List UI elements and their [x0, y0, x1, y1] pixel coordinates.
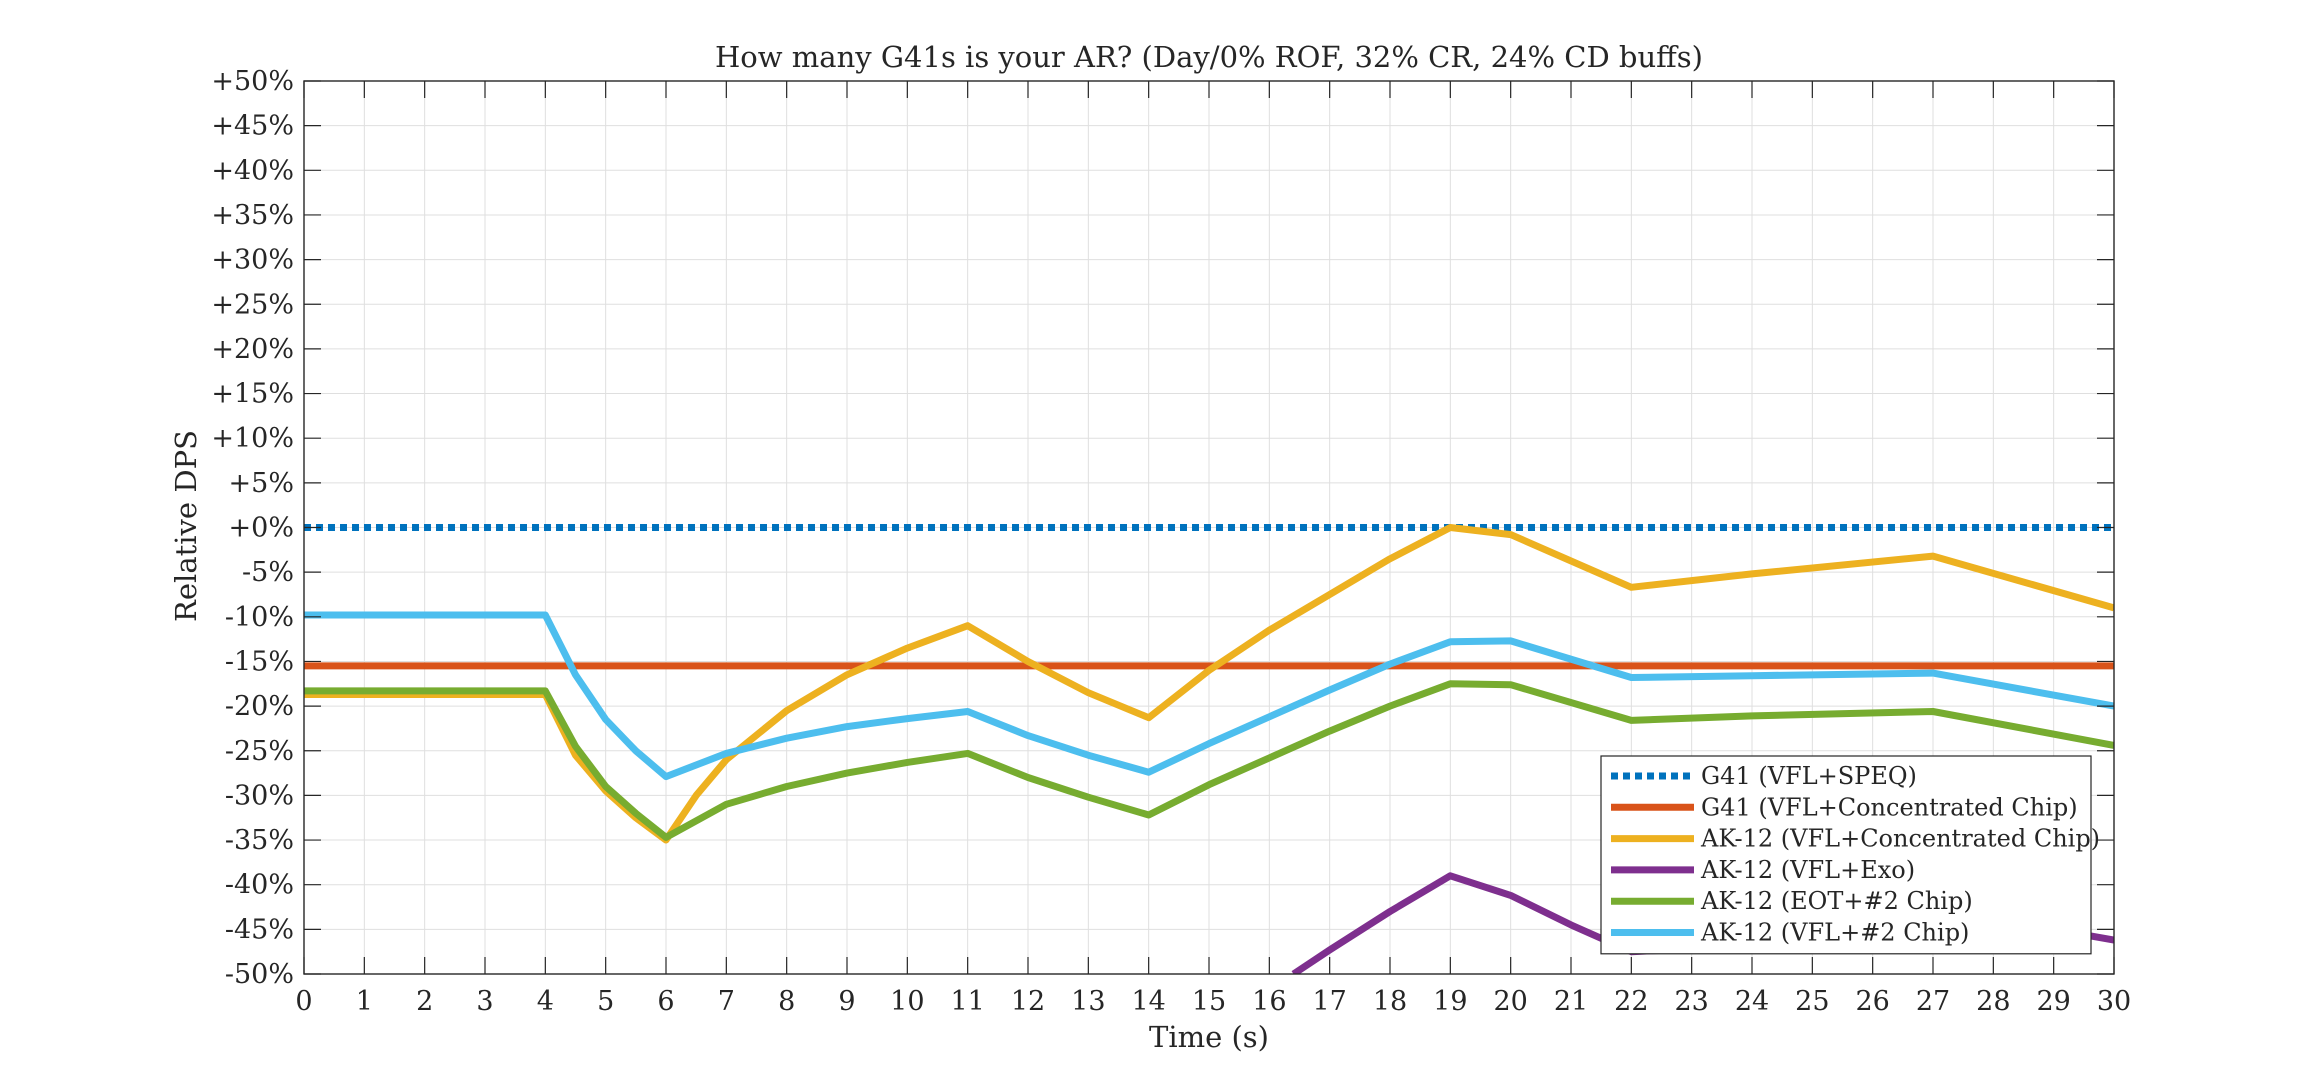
axes [303, 80, 2115, 975]
y-tick-label: -5% [242, 557, 294, 588]
x-tick-label: 14 [1131, 986, 1165, 1017]
x-tick-label: 19 [1433, 986, 1467, 1017]
x-tick-label: 24 [1735, 986, 1769, 1017]
y-tick-label: +45% [211, 111, 294, 142]
y-tick-label: -50% [225, 959, 294, 990]
x-tick-label: 9 [838, 986, 855, 1017]
x-tick-label: 22 [1614, 986, 1648, 1017]
y-tick-label: +25% [211, 289, 294, 320]
x-tick-label: 8 [778, 986, 795, 1017]
series-line-6 [304, 611, 2114, 781]
y-tick-label: -10% [225, 602, 294, 633]
x-tick-label: 0 [295, 986, 312, 1017]
tick-labels: 0 1 2 3 4 5 6 7 8 9 10 11 12 13 14 15 16 17 18 19 20 21 22 23 24… [211, 66, 2131, 1017]
x-tick-label: 6 [657, 986, 674, 1017]
x-tick-label: 11 [950, 986, 984, 1017]
x-tick-label: 13 [1071, 986, 1105, 1017]
x-tick-label: 2 [416, 986, 433, 1017]
y-tick-label: +15% [211, 379, 294, 410]
x-tick-label: 29 [2036, 986, 2070, 1017]
x-tick-label: 21 [1554, 986, 1588, 1017]
y-tick-label: +5% [229, 468, 294, 499]
x-tick-label: 30 [2097, 986, 2131, 1017]
legend-label-3: AK-12 (VFL+Concentrated Chip) [1700, 825, 2100, 853]
y-tick-label: -45% [225, 914, 294, 945]
y-tick-label: +40% [211, 155, 294, 186]
y-tick-label: -25% [225, 736, 294, 767]
y-tick-label: +20% [211, 334, 294, 365]
x-tick-label: 12 [1011, 986, 1045, 1017]
legend-label-2: G41 (VFL+Concentrated Chip) [1701, 793, 2078, 821]
y-tick-label: -30% [225, 780, 294, 811]
legend-box [1600, 755, 2092, 955]
y-tick-label: -20% [225, 691, 294, 722]
x-tick-label: 26 [1855, 986, 1889, 1017]
x-tick-label: 25 [1795, 986, 1829, 1017]
x-axis-label: Time (s) [1149, 1020, 1269, 1054]
x-tick-label: 23 [1674, 986, 1708, 1017]
chart-title: How many G41s is your AR? (Day/0% ROF, 3… [715, 40, 1703, 74]
y-tick-label: +10% [211, 423, 294, 454]
legend-label-4: AK-12 (VFL+Exo) [1700, 856, 1915, 884]
y-tick-label: -35% [225, 825, 294, 856]
legend-label-5: AK-12 (EOT+#2 Chip) [1700, 887, 1973, 915]
x-tick-label: 15 [1192, 986, 1226, 1017]
x-tick-label: 1 [356, 986, 373, 1017]
x-tick-label: 28 [1976, 986, 2010, 1017]
legend-label-6: AK-12 (VFL+#2 Chip) [1700, 919, 1969, 947]
x-tick-label: 10 [890, 986, 924, 1017]
legend: G41 (VFL+SPEQ) G41 (VFL+Concentrated Chip… [1600, 755, 2100, 955]
y-tick-label: +35% [211, 200, 294, 231]
y-tick-label: +30% [211, 245, 294, 276]
series-line-5 [304, 680, 2114, 841]
y-tick-label: +0% [229, 513, 294, 544]
x-tick-label: 3 [476, 986, 493, 1017]
x-tick-label: 7 [718, 986, 735, 1017]
x-tick-label: 4 [537, 986, 554, 1017]
x-tick-label: 20 [1493, 986, 1527, 1017]
x-tick-label: 27 [1916, 986, 1950, 1017]
y-axis-label: Relative DPS [169, 430, 203, 622]
y-tick-label: -15% [225, 646, 294, 677]
series-lines [304, 524, 2114, 974]
legend-label-1: G41 (VFL+SPEQ) [1701, 762, 1917, 790]
x-tick-label: 5 [597, 986, 614, 1017]
y-tick-label: -40% [225, 870, 294, 901]
x-tick-label: 17 [1312, 986, 1346, 1017]
y-tick-label: +50% [211, 66, 294, 97]
x-tick-label: 18 [1373, 986, 1407, 1017]
x-tick-label: 16 [1252, 986, 1286, 1017]
